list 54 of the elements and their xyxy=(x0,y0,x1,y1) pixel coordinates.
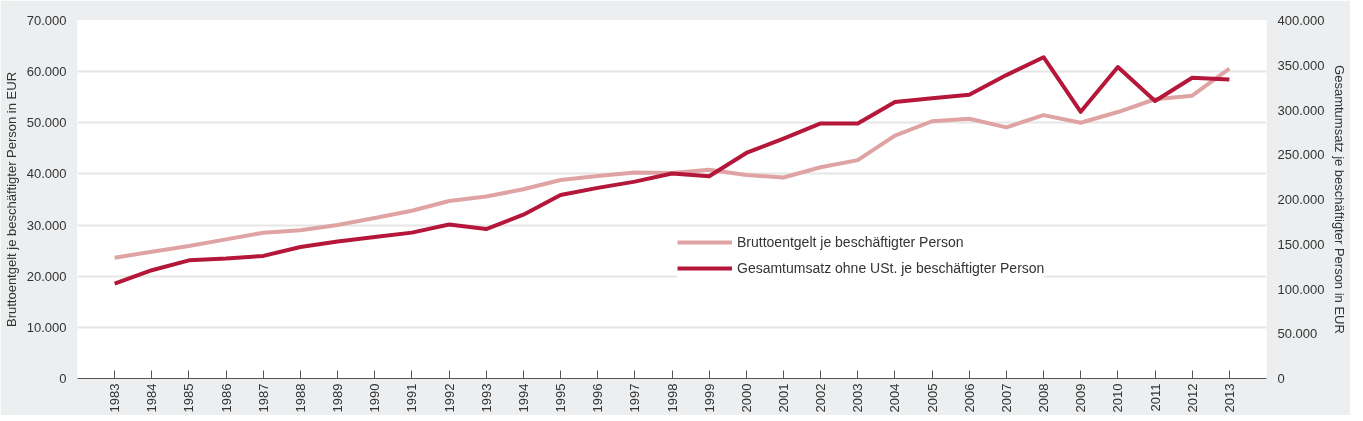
x-tick-label: 2013 xyxy=(1221,383,1237,413)
y2-tick-label: 50.000 xyxy=(1277,326,1318,342)
legend-label: Gesamtumsatz ohne USt. je beschäftigter Person xyxy=(737,260,1045,276)
x-tick-label: 1988 xyxy=(292,383,308,413)
x-tick-label: 1997 xyxy=(627,383,643,413)
x-tick-label: 1993 xyxy=(478,383,494,413)
y-tick-label: 20.000 xyxy=(26,268,67,284)
y-tick-label: 70.000 xyxy=(26,13,67,28)
x-tick-label: 1983 xyxy=(107,383,123,413)
y2-tick-label: 300.000 xyxy=(1277,102,1325,118)
x-tick-label: 2012 xyxy=(1184,383,1200,413)
x-tick-label: 1984 xyxy=(144,383,160,413)
y2-tick-label: 0 xyxy=(1277,371,1285,386)
x-tick-label: 2009 xyxy=(1073,383,1089,413)
x-tick-label: 1995 xyxy=(553,383,569,413)
y2-tick-label: 200.000 xyxy=(1277,192,1325,207)
x-tick-label: 1998 xyxy=(664,383,680,413)
x-tick-label: 2004 xyxy=(887,383,903,413)
line-series xyxy=(112,55,1232,286)
y2-tick-label: 350.000 xyxy=(1277,57,1325,73)
y2-tick-label: 400.000 xyxy=(1277,13,1325,28)
x-tick-label: 1986 xyxy=(218,383,234,413)
y2-tick-label: 100.000 xyxy=(1277,281,1325,297)
x-tick-label: 2011 xyxy=(1147,383,1163,412)
legend-label: Bruttoentgelt je beschäftigter Person xyxy=(737,234,964,250)
x-tick-label: 1985 xyxy=(181,383,197,413)
x-tick-label: 2007 xyxy=(998,383,1014,413)
y2-tick-label: 150.000 xyxy=(1277,236,1325,252)
x-tick-label: 1999 xyxy=(701,383,717,413)
y-tick-label: 0 xyxy=(59,371,67,386)
y2-tick-label: 250.000 xyxy=(1277,147,1325,163)
line-series xyxy=(112,66,1232,260)
x-tick-label: 2000 xyxy=(738,383,754,413)
x-tick-label: 1996 xyxy=(590,383,606,413)
x-tick-label: 1987 xyxy=(255,383,271,413)
y-tick-label: 40.000 xyxy=(26,166,67,182)
x-tick-label: 1989 xyxy=(330,383,346,413)
x-tick-label: 2002 xyxy=(813,383,829,413)
y-axis-title: Bruttoentgelt je beschäftigter Person in EUR xyxy=(3,71,19,328)
x-tick-label: 2008 xyxy=(1036,383,1052,413)
x-tick-label: 2010 xyxy=(1110,383,1126,413)
x-tick-label: 2001 xyxy=(775,383,791,413)
x-tick-label: 1992 xyxy=(441,383,457,413)
y2-axis-title: Gesamtumsatz je beschäftigter Person in EUR xyxy=(1332,65,1348,334)
x-tick-label: 1994 xyxy=(515,383,531,413)
y-tick-label: 50.000 xyxy=(26,115,67,131)
x-tick-label: 2003 xyxy=(850,383,866,413)
x-tick-label: 2005 xyxy=(924,383,940,413)
y-tick-label: 10.000 xyxy=(26,319,67,335)
y-tick-label: 30.000 xyxy=(26,217,67,233)
x-tick-label: 2006 xyxy=(961,383,977,413)
x-tick-label: 1990 xyxy=(367,383,383,413)
x-tick-label: 1991 xyxy=(404,383,420,413)
y-tick-label: 60.000 xyxy=(26,64,67,80)
